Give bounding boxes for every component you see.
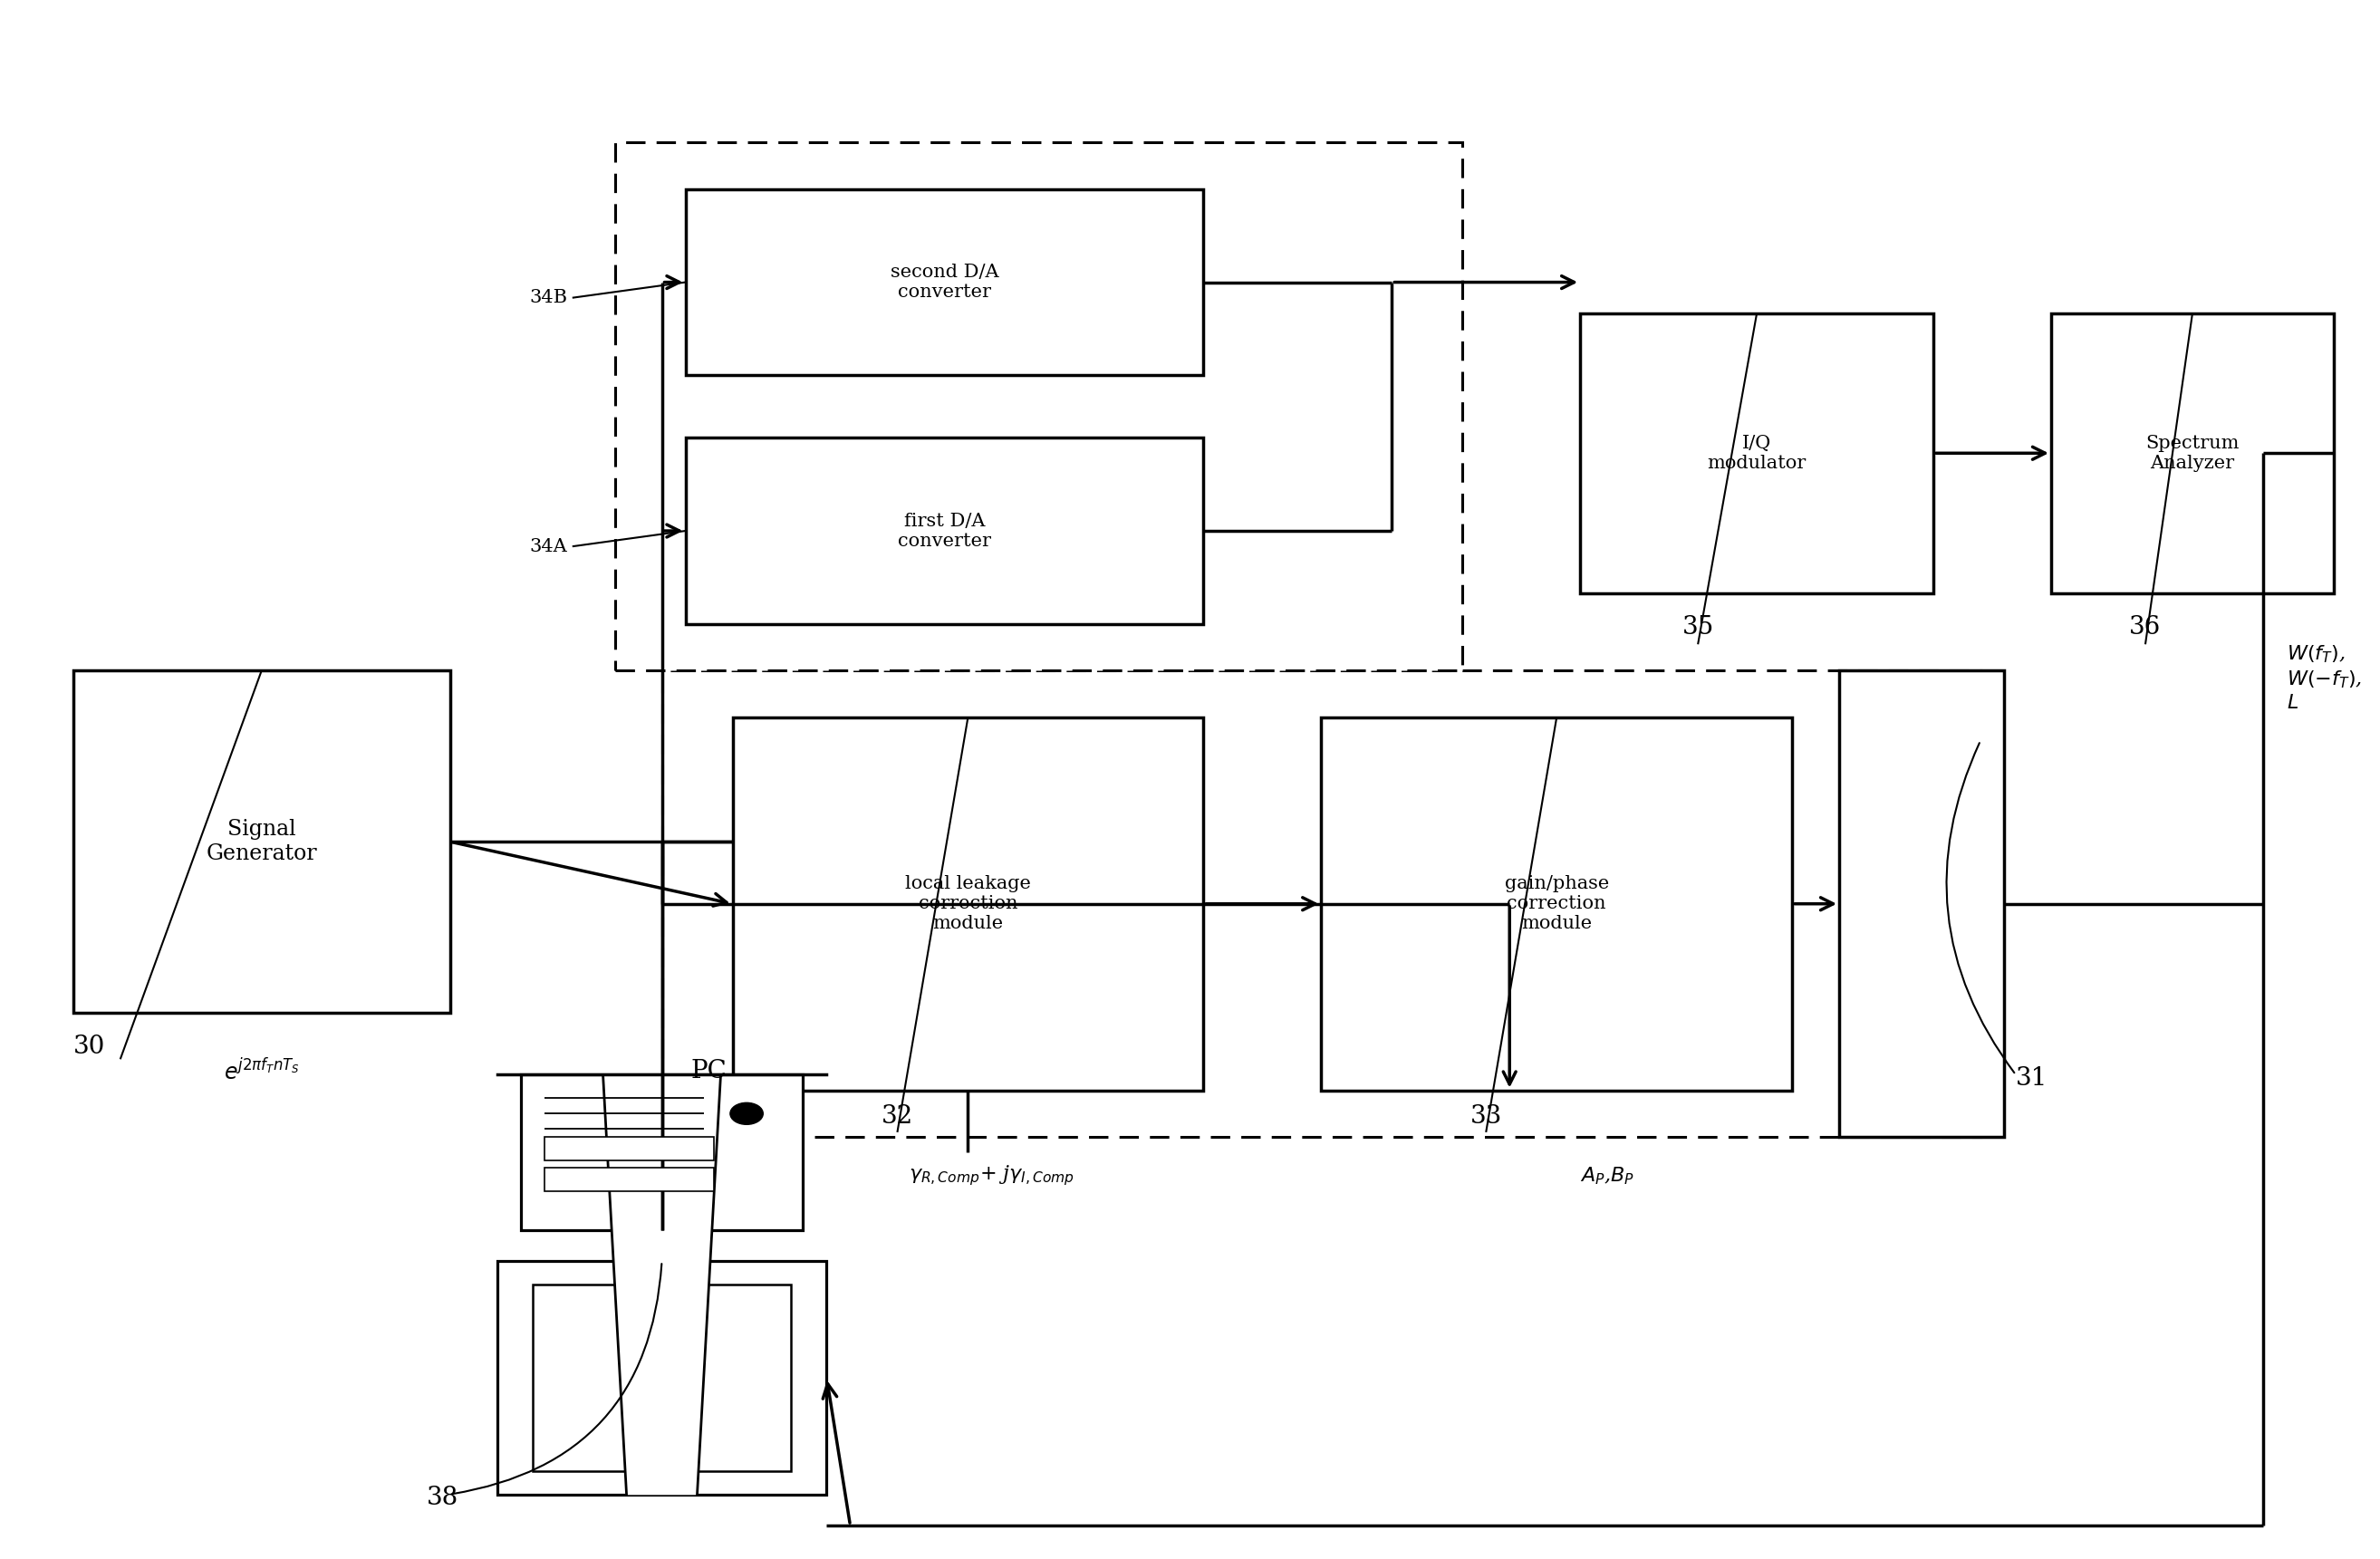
Bar: [74, 670, 450, 1013]
Text: 36: 36: [2130, 616, 2161, 639]
Text: $A_P$,$B_P$: $A_P$,$B_P$: [1580, 1165, 1635, 1186]
Bar: [545, 1168, 714, 1191]
Text: 34B: 34B: [531, 288, 569, 307]
Bar: [1321, 717, 1792, 1090]
Bar: [1580, 313, 1933, 592]
Bar: [521, 1074, 802, 1230]
Text: 30: 30: [74, 1035, 105, 1059]
Text: PC: PC: [690, 1059, 726, 1084]
Polygon shape: [602, 1074, 721, 1495]
Text: $e^{j2\pi f_T nT_S}$: $e^{j2\pi f_T nT_S}$: [224, 1059, 300, 1085]
Text: 38: 38: [426, 1486, 459, 1509]
Text: Spectrum
Analyzer: Spectrum Analyzer: [2144, 435, 2240, 472]
Bar: [662, 670, 1980, 1137]
Text: gain/phase
correction
module: gain/phase correction module: [1504, 875, 1609, 932]
Text: first D/A
converter: first D/A converter: [897, 513, 990, 549]
Bar: [497, 1261, 826, 1495]
Text: I/Q
modulator: I/Q modulator: [1706, 435, 1806, 472]
Text: 31: 31: [2016, 1066, 2047, 1090]
Text: second D/A
converter: second D/A converter: [890, 263, 1000, 301]
Bar: [2052, 313, 2335, 592]
Text: Signal
Generator: Signal Generator: [207, 818, 317, 864]
Text: $W(f_T)$,
$W(-f_T)$,
$L$: $W(f_T)$, $W(-f_T)$, $L$: [2287, 644, 2363, 712]
Text: $\gamma_{R,Comp}$+ j$\gamma_{I,Comp}$: $\gamma_{R,Comp}$+ j$\gamma_{I,Comp}$: [909, 1163, 1073, 1188]
Text: 33: 33: [1471, 1105, 1502, 1129]
Text: 35: 35: [1683, 616, 1714, 639]
Bar: [733, 717, 1204, 1090]
Bar: [1840, 670, 2004, 1137]
Bar: [614, 142, 1461, 670]
Bar: [545, 1137, 714, 1160]
Text: 32: 32: [881, 1105, 914, 1129]
Text: 34A: 34A: [531, 538, 569, 555]
Bar: [685, 189, 1204, 376]
Bar: [533, 1285, 793, 1472]
Text: local leakage
correction
module: local leakage correction module: [904, 875, 1031, 932]
Circle shape: [731, 1102, 764, 1124]
Bar: [685, 438, 1204, 624]
